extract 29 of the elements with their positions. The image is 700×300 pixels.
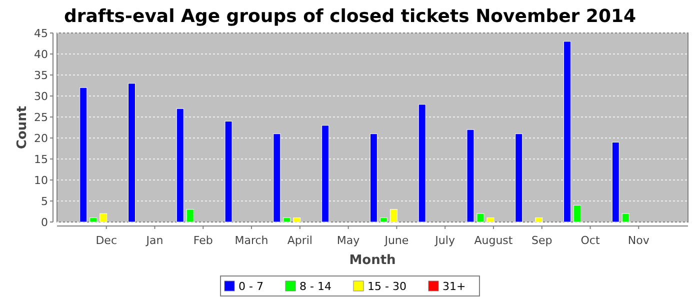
x-tick-label: March [234,234,268,247]
legend-label: 8 - 14 [300,280,332,293]
chart-title: drafts-eval Age groups of closed tickets November 2014 [64,6,636,27]
x-tick-label: Nov [628,234,650,247]
x-tick-label: June [384,234,409,247]
x-tick-label: April [287,234,312,247]
x-tick-label: May [336,234,360,247]
y-tick-label: 15 [34,153,48,166]
x-tick-label: Feb [193,234,213,247]
x-tick-label: Jan [145,234,164,247]
legend-label: 15 - 30 [368,280,406,293]
x-tick-label: Oct [580,234,600,247]
y-tick-label: 10 [34,174,48,187]
y-tick-label: 0 [41,216,48,229]
y-axis-title: Count [15,106,30,150]
x-tick-label: Sep [531,234,552,247]
x-axis-title: Month [349,253,396,268]
legend-label: 31+ [442,280,466,293]
x-tick-label: Dec [96,234,118,247]
y-tick-label: 20 [34,132,48,145]
y-tick-label: 30 [34,90,48,103]
x-tick-label: July [434,234,456,247]
legend-label: 0 - 7 [238,280,264,293]
x-tick-label: August [474,234,514,247]
y-tick-label: 40 [34,48,48,61]
y-tick-label: 35 [34,69,48,82]
y-tick-label: 45 [34,27,48,40]
y-tick-label: 25 [34,111,48,124]
y-tick-label: 5 [41,195,48,208]
